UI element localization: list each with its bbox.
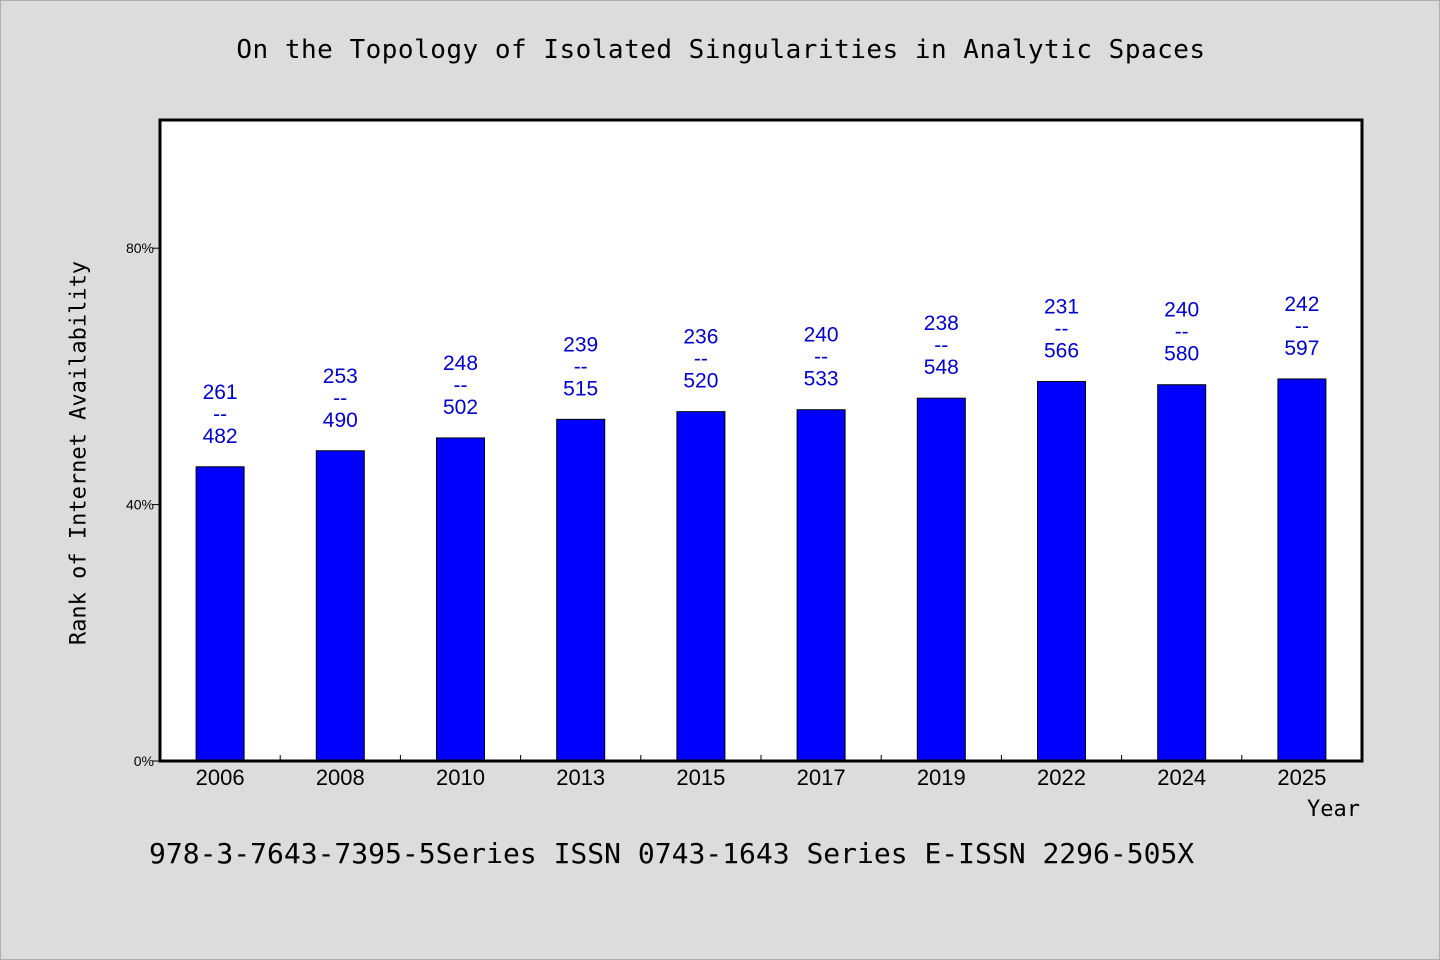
- bar-2013: [556, 418, 606, 762]
- data-label-top: 261: [203, 381, 238, 404]
- plot-frame: [158, 118, 1364, 763]
- x-tick-label: 2017: [797, 765, 846, 790]
- bar-2017: [796, 409, 846, 762]
- data-label-separator: --: [814, 346, 828, 369]
- data-label-separator: --: [1055, 318, 1069, 341]
- x-tick-label: 2024: [1157, 765, 1206, 790]
- axis-layer: 0% 40% 80% 2006 2008 2010 2013 2015 2017 2019 2022…: [126, 240, 1326, 790]
- data-label-separator: --: [694, 348, 708, 371]
- x-tick-label: 2015: [676, 765, 725, 790]
- data-label-top: 242: [1284, 293, 1319, 316]
- bar-2024: [1157, 384, 1207, 762]
- data-label-top: 240: [1164, 299, 1199, 322]
- data-label-separator: --: [213, 403, 227, 426]
- data-label-separator: --: [1295, 315, 1309, 338]
- data-label-bottom: 580: [1164, 343, 1199, 366]
- bars-layer: [195, 378, 1327, 762]
- data-label-bottom: 548: [924, 356, 959, 379]
- data-label-top: 239: [563, 333, 598, 356]
- data-label-top: 231: [1044, 296, 1079, 319]
- bar-2015: [676, 411, 726, 762]
- data-label-separator: --: [574, 355, 588, 378]
- data-labels-layer: 261--482253--490248--502239--515236--520…: [203, 293, 1320, 448]
- data-label-bottom: 502: [443, 396, 478, 419]
- footer-isbn-text: 978-3-7643-7395-5Series ISSN 0743-1643 S…: [149, 837, 1195, 870]
- x-tick-label: 2013: [556, 765, 605, 790]
- data-label-separator: --: [934, 334, 948, 357]
- data-label-bottom: 520: [683, 370, 718, 393]
- data-label-top: 236: [683, 326, 718, 349]
- data-label-bottom: 490: [323, 409, 358, 432]
- data-label-top: 240: [804, 324, 839, 347]
- data-label-separator: --: [1175, 321, 1189, 344]
- bar-2025: [1277, 378, 1327, 762]
- y-tick-label: 0%: [134, 753, 154, 769]
- data-label-bottom: 515: [563, 377, 598, 400]
- bar-2010: [436, 437, 485, 762]
- x-tick-label: 2010: [436, 765, 485, 790]
- data-label-bottom: 597: [1284, 337, 1319, 360]
- bar-2008: [315, 450, 365, 762]
- x-tick-label: 2025: [1277, 765, 1326, 790]
- bar-2006: [195, 466, 245, 762]
- data-label-top: 238: [924, 312, 959, 335]
- data-label-bottom: 482: [203, 425, 238, 448]
- y-tick-label: 80%: [126, 240, 154, 256]
- data-label-separator: --: [333, 387, 347, 410]
- x-tick-label: 2006: [196, 765, 245, 790]
- data-label-top: 253: [323, 365, 358, 388]
- data-label-top: 248: [443, 352, 478, 375]
- data-label-bottom: 533: [804, 368, 839, 391]
- x-tick-label: 2022: [1037, 765, 1086, 790]
- x-tick-label: 2019: [917, 765, 966, 790]
- chart-title: On the Topology of Isolated Singularitie…: [236, 35, 1206, 65]
- bar-2019: [916, 397, 966, 762]
- x-tick-label: 2008: [316, 765, 365, 790]
- x-axis-label: Year: [1307, 797, 1360, 822]
- data-label-separator: --: [454, 374, 468, 397]
- data-label-bottom: 566: [1044, 340, 1079, 363]
- bar-2022: [1037, 381, 1086, 762]
- y-tick-label: 40%: [126, 497, 154, 513]
